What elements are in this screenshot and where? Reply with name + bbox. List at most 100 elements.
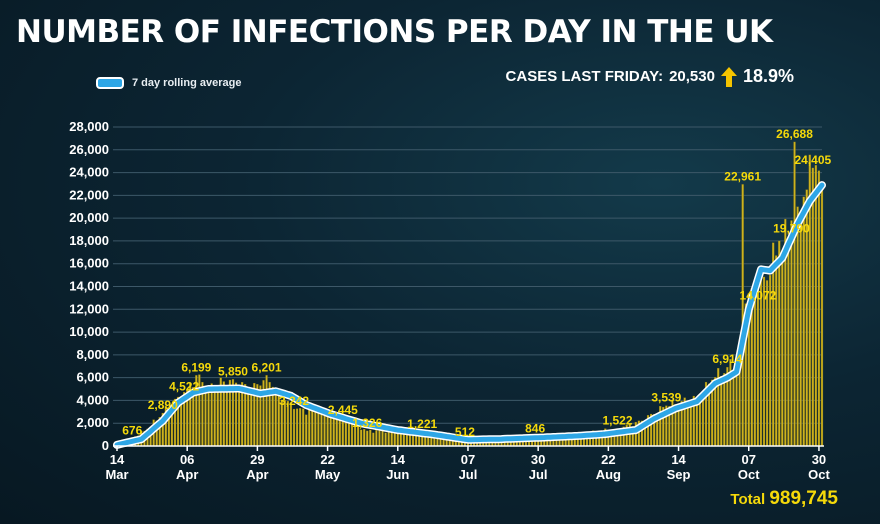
data-label: 2,890	[148, 398, 178, 412]
daily-bar	[720, 376, 723, 447]
daily-bar	[811, 167, 814, 447]
daily-bar	[732, 371, 735, 447]
daily-bar	[225, 385, 228, 447]
daily-bar	[323, 413, 326, 447]
daily-bar	[265, 375, 268, 447]
daily-bar	[793, 141, 796, 447]
daily-bar	[292, 408, 296, 447]
x-tick-label-month: Aug	[596, 467, 621, 482]
rolling-average-path	[114, 182, 825, 448]
y-tick-label: 14,000	[69, 279, 109, 294]
y-tick-label: 2,000	[76, 415, 109, 430]
daily-bar	[305, 414, 308, 447]
data-label: 22,961	[724, 169, 761, 183]
x-tick-label-month: Jul	[529, 467, 548, 482]
daily-bar	[314, 411, 317, 447]
cases-change: 18.9%	[742, 66, 794, 86]
daily-bar	[765, 280, 769, 447]
daily-bar	[295, 408, 299, 447]
x-tick-label-month: Mar	[105, 467, 128, 482]
y-tick-label: 16,000	[69, 256, 109, 271]
axes: 0 2,000 4,000 6,000 8,000 10,000 12,000 14,000 1…	[69, 119, 830, 482]
daily-bar	[375, 430, 378, 447]
x-tick-label: 14	[391, 452, 406, 467]
total-label: Total	[730, 491, 766, 508]
daily-bar	[207, 386, 210, 447]
daily-bar	[274, 387, 277, 447]
data-label: 3,539	[651, 391, 681, 405]
daily-bar	[216, 386, 219, 447]
daily-bar	[741, 184, 744, 447]
y-tick-label: 20,000	[69, 210, 109, 225]
data-label: 19,790	[773, 222, 810, 236]
daily-bar	[317, 411, 320, 447]
daily-bar	[213, 388, 216, 447]
daily-bar	[179, 399, 183, 447]
daily-bar	[820, 183, 824, 447]
daily-bar	[689, 402, 692, 447]
total-value: 989,745	[769, 488, 838, 509]
daily-bar	[372, 432, 375, 447]
data-label: 676	[122, 423, 142, 437]
rolling-average-line	[113, 181, 826, 449]
cases-label: CASES LAST FRIDAY:	[505, 68, 664, 85]
total: Total 989,745	[730, 488, 838, 510]
daily-bar	[326, 414, 329, 447]
x-tick-label-month: Jun	[386, 467, 409, 482]
data-label: 1,326	[352, 416, 382, 430]
daily-bar	[378, 430, 381, 447]
data-label: 6,201	[252, 360, 282, 374]
daily-bar	[796, 206, 799, 447]
daily-bar	[338, 418, 341, 447]
daily-bar	[756, 285, 760, 447]
chart-title: NUMBER OF INFECTIONS PER DAY IN THE UK	[16, 14, 773, 50]
legend-line-swatch	[96, 77, 124, 89]
cases-last-friday: CASES LAST FRIDAY: 20,530 18.9%	[506, 66, 794, 87]
daily-bar	[384, 432, 387, 447]
x-tick-label-month: Jul	[459, 467, 478, 482]
data-label: 512	[455, 425, 475, 439]
data-label: 3,242	[279, 394, 309, 408]
daily-bar	[787, 246, 790, 447]
y-tick-label: 6,000	[76, 370, 109, 385]
x-tick-label: 30	[812, 452, 826, 467]
x-tick-label-month: May	[315, 467, 341, 482]
daily-bar	[302, 408, 305, 447]
y-tick-label: 24,000	[69, 165, 109, 180]
x-tick-label: 29	[250, 452, 264, 467]
x-tick-label: 14	[110, 452, 125, 467]
daily-bar	[775, 255, 778, 447]
daily-bar	[237, 387, 241, 447]
legend-label: 7 day rolling average	[132, 77, 242, 89]
daily-bar	[335, 417, 338, 447]
y-tick-label: 28,000	[69, 119, 109, 134]
data-label: 14,072	[740, 289, 777, 303]
x-tick-label-month: Oct	[808, 467, 830, 482]
daily-bar	[366, 430, 369, 447]
daily-bar	[308, 408, 311, 447]
data-label: 6,199	[181, 360, 211, 374]
x-tick-label: 30	[531, 452, 545, 467]
x-tick-label-month: Oct	[738, 467, 760, 482]
daily-bar	[299, 408, 302, 447]
daily-bar	[369, 429, 372, 447]
daily-bar	[817, 170, 821, 447]
daily-bar	[698, 397, 702, 447]
daily-bar	[778, 240, 781, 447]
y-tick-label: 10,000	[69, 324, 109, 339]
daily-bar	[686, 402, 689, 447]
x-tick-label-month: Apr	[176, 467, 198, 482]
y-tick-label: 22,000	[69, 187, 109, 202]
daily-bar	[723, 373, 726, 447]
x-tick-label: 07	[461, 452, 475, 467]
daily-bar	[329, 417, 332, 447]
daily-bar	[204, 388, 207, 447]
data-label: 24,405	[794, 153, 831, 167]
daily-bar	[360, 429, 363, 447]
x-tick-label-month: Sep	[667, 467, 691, 482]
y-tick-label: 8,000	[76, 347, 109, 362]
cases-value: 20,530	[669, 68, 715, 85]
daily-bar	[341, 417, 344, 447]
